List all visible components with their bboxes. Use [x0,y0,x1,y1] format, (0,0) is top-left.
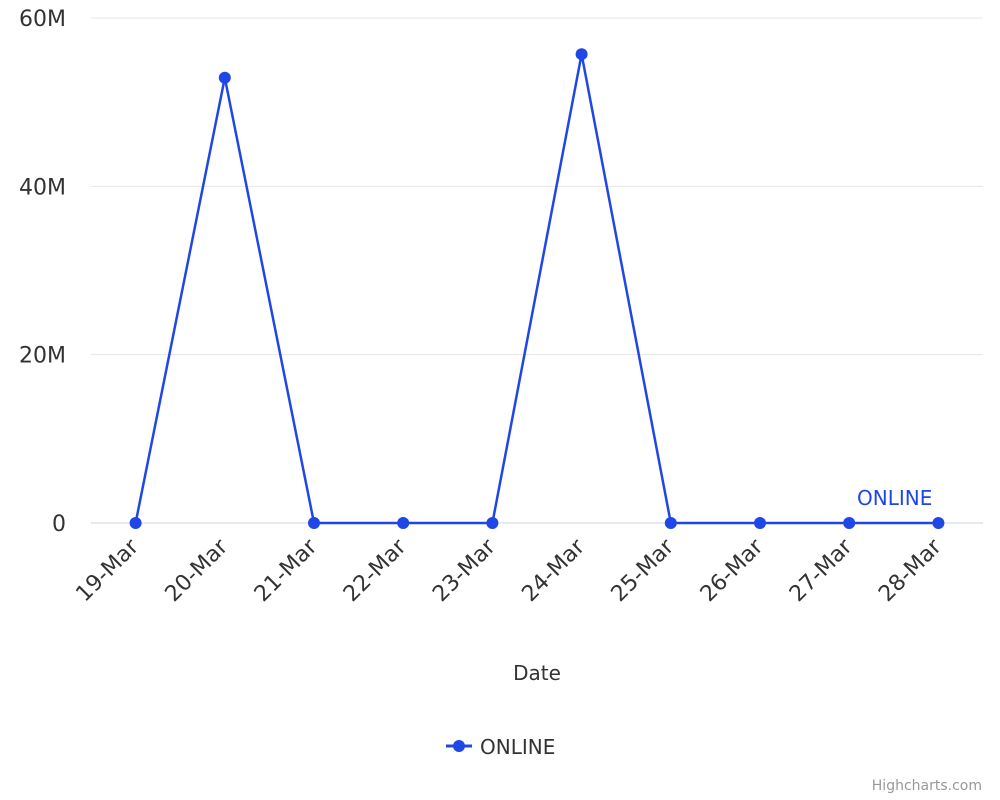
y-tick-label: 40M [19,175,66,200]
x-tick-label: 19-Mar [71,534,144,607]
x-axis-title: Date [513,661,561,685]
x-tick-label: 20-Mar [161,534,234,607]
data-point [129,517,142,529]
data-point [397,517,410,529]
x-tick-label: 22-Mar [339,534,412,607]
y-tick-label: 20M [19,344,66,369]
x-tick-label: 28-Mar [874,534,947,607]
data-point [218,71,231,84]
y-tick-label: 0 [52,512,66,537]
x-tick-label: 26-Mar [696,534,769,607]
series-label: ONLINE [857,486,932,510]
credits[interactable]: Highcharts.com [872,778,982,794]
x-tick-label: 21-Mar [250,534,323,607]
data-point [932,517,945,529]
legend-item[interactable]: ONLINE [446,735,555,759]
data-point [575,48,588,61]
x-tick-label: 27-Mar [785,534,858,607]
data-point [486,517,499,529]
data-point [308,517,320,529]
data-point [664,517,677,529]
legend-marker [453,740,465,752]
data-point [754,517,766,529]
x-tick-label: 23-Mar [428,534,501,607]
x-tick-label: 24-Mar [517,534,590,607]
x-tick-label: 25-Mar [607,534,680,607]
legend-label: ONLINE [480,735,555,759]
series-line [134,53,939,525]
y-tick-label: 60M [19,7,66,32]
data-point [843,517,856,529]
